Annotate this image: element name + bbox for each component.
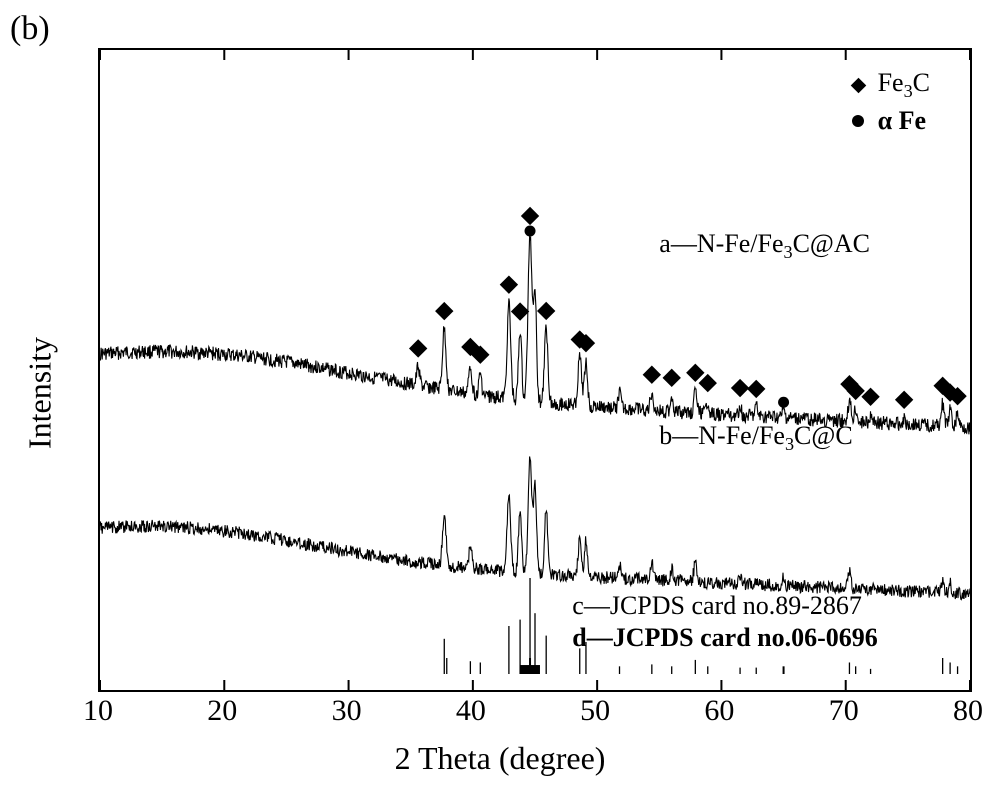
diamond-marker: [537, 302, 555, 320]
circle-icon: [848, 111, 868, 131]
series-label: b—N-Fe/Fe3C@C: [659, 421, 852, 455]
x-tick-label: 80: [953, 694, 983, 728]
x-tick-label: 10: [83, 694, 113, 728]
diamond-marker: [895, 391, 913, 409]
diamond-marker: [686, 364, 704, 382]
y-axis-label: Intensity: [22, 337, 59, 449]
x-tick-label: 20: [207, 694, 237, 728]
diamond-icon: [848, 75, 868, 95]
diamond-marker: [643, 366, 661, 384]
legend-item-alpha-fe: α Fe: [848, 106, 930, 136]
figure-container: (b) Intensity Fe3C α Fe a—N-Fe/Fe3C@AC b—…: [0, 0, 1000, 785]
legend-box: Fe3C α Fe: [848, 68, 930, 140]
series-label: d—JCPDS card no.06-0696: [572, 623, 878, 653]
x-tick-label: 60: [704, 694, 734, 728]
legend-label: Fe3C: [878, 68, 930, 102]
circle-marker: [778, 397, 789, 408]
series-label: c—JCPDS card no.89-2867: [572, 591, 862, 621]
diamond-marker: [699, 374, 717, 392]
diamond-marker: [521, 207, 539, 225]
x-axis-label: 2 Theta (degree): [395, 740, 606, 777]
diamond-marker: [511, 302, 529, 320]
x-tick-label: 40: [456, 694, 486, 728]
legend-item-fe3c: Fe3C: [848, 68, 930, 102]
diamond-marker: [435, 302, 453, 320]
diamond-marker: [747, 380, 765, 398]
diamond-marker: [663, 369, 681, 387]
reference-sticks-d: [520, 658, 970, 674]
x-tick-label: 50: [580, 694, 610, 728]
circle-marker: [525, 225, 536, 236]
diamond-marker: [500, 275, 518, 293]
diamond-marker: [409, 339, 427, 357]
panel-label: (b): [10, 10, 50, 48]
xrd-trace-a: [100, 236, 970, 434]
xrd-trace-b: [100, 457, 970, 600]
diamond-marker: [731, 379, 749, 397]
legend-label: α Fe: [878, 106, 926, 136]
x-tick-label: 70: [829, 694, 859, 728]
series-label: a—N-Fe/Fe3C@AC: [659, 229, 870, 263]
x-tick-label: 30: [332, 694, 362, 728]
plot-area: Fe3C α Fe a—N-Fe/Fe3C@AC b—N-Fe/Fe3C@C c—J…: [98, 48, 972, 692]
